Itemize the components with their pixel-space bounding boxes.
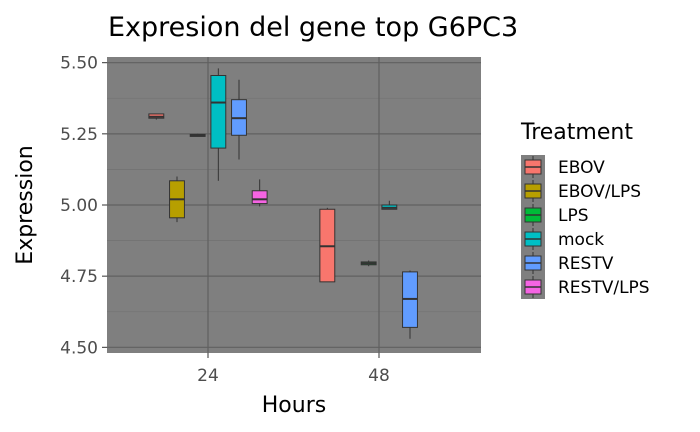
legend-label: EBOV/LPS: [558, 182, 641, 202]
y-tick-label: 5.50: [60, 54, 98, 74]
y-tick-label: 5.25: [60, 125, 98, 145]
legend-label: RESTV/LPS: [558, 278, 650, 298]
box-ebov-lps-24: [169, 176, 185, 223]
legend-item-restv: RESTV: [521, 251, 614, 275]
box-body: [210, 75, 227, 149]
box-body: [251, 190, 268, 205]
box-mock-24: [210, 68, 227, 181]
legend-item-restv-lps: RESTV/LPS: [521, 275, 650, 299]
x-tick-label: 48: [368, 366, 390, 386]
chart-title: Expresion del gene top G6PC3: [108, 12, 518, 43]
legend-item-ebov-lps: EBOV/LPS: [521, 179, 641, 203]
legend-title: Treatment: [520, 120, 633, 145]
y-tick-label: 5.00: [60, 196, 98, 216]
legend-label: mock: [558, 230, 604, 250]
legend-label: LPS: [558, 206, 589, 226]
box-mock-48: [381, 200, 398, 210]
x-axis: 24 48: [197, 353, 390, 386]
legend-items: EBOV EBOV/LPS LPS mock RESTV RESTV/LPS: [521, 155, 650, 299]
box-restv-24: [231, 79, 247, 160]
legend-label: EBOV: [558, 158, 605, 178]
y-axis-title: Expression: [13, 145, 38, 264]
box-ebov-48: [319, 207, 336, 283]
legend-label: RESTV: [558, 254, 614, 274]
legend-item-lps: LPS: [521, 203, 589, 227]
legend-item-mock: mock: [521, 227, 604, 251]
y-tick-label: 4.75: [60, 267, 98, 287]
boxes: [148, 68, 418, 339]
x-tick-label: 24: [197, 366, 219, 386]
box-ebov-24: [148, 113, 165, 120]
x-axis-title: Hours: [262, 393, 326, 418]
grid: [107, 57, 481, 353]
box-restv-lps-24: [251, 179, 268, 207]
legend-item-ebov: EBOV: [521, 155, 605, 179]
box-lps-24: [189, 133, 206, 137]
legend: Treatment EBOV EBOV/LPS LPS mock RESTV RESTV/…: [520, 120, 650, 299]
y-axis: 4.50 4.75 5.00 5.25 5.50: [60, 54, 107, 358]
box-restv-48: [402, 270, 418, 339]
y-tick-label: 4.50: [60, 338, 98, 358]
box-lps-48: [360, 260, 377, 267]
